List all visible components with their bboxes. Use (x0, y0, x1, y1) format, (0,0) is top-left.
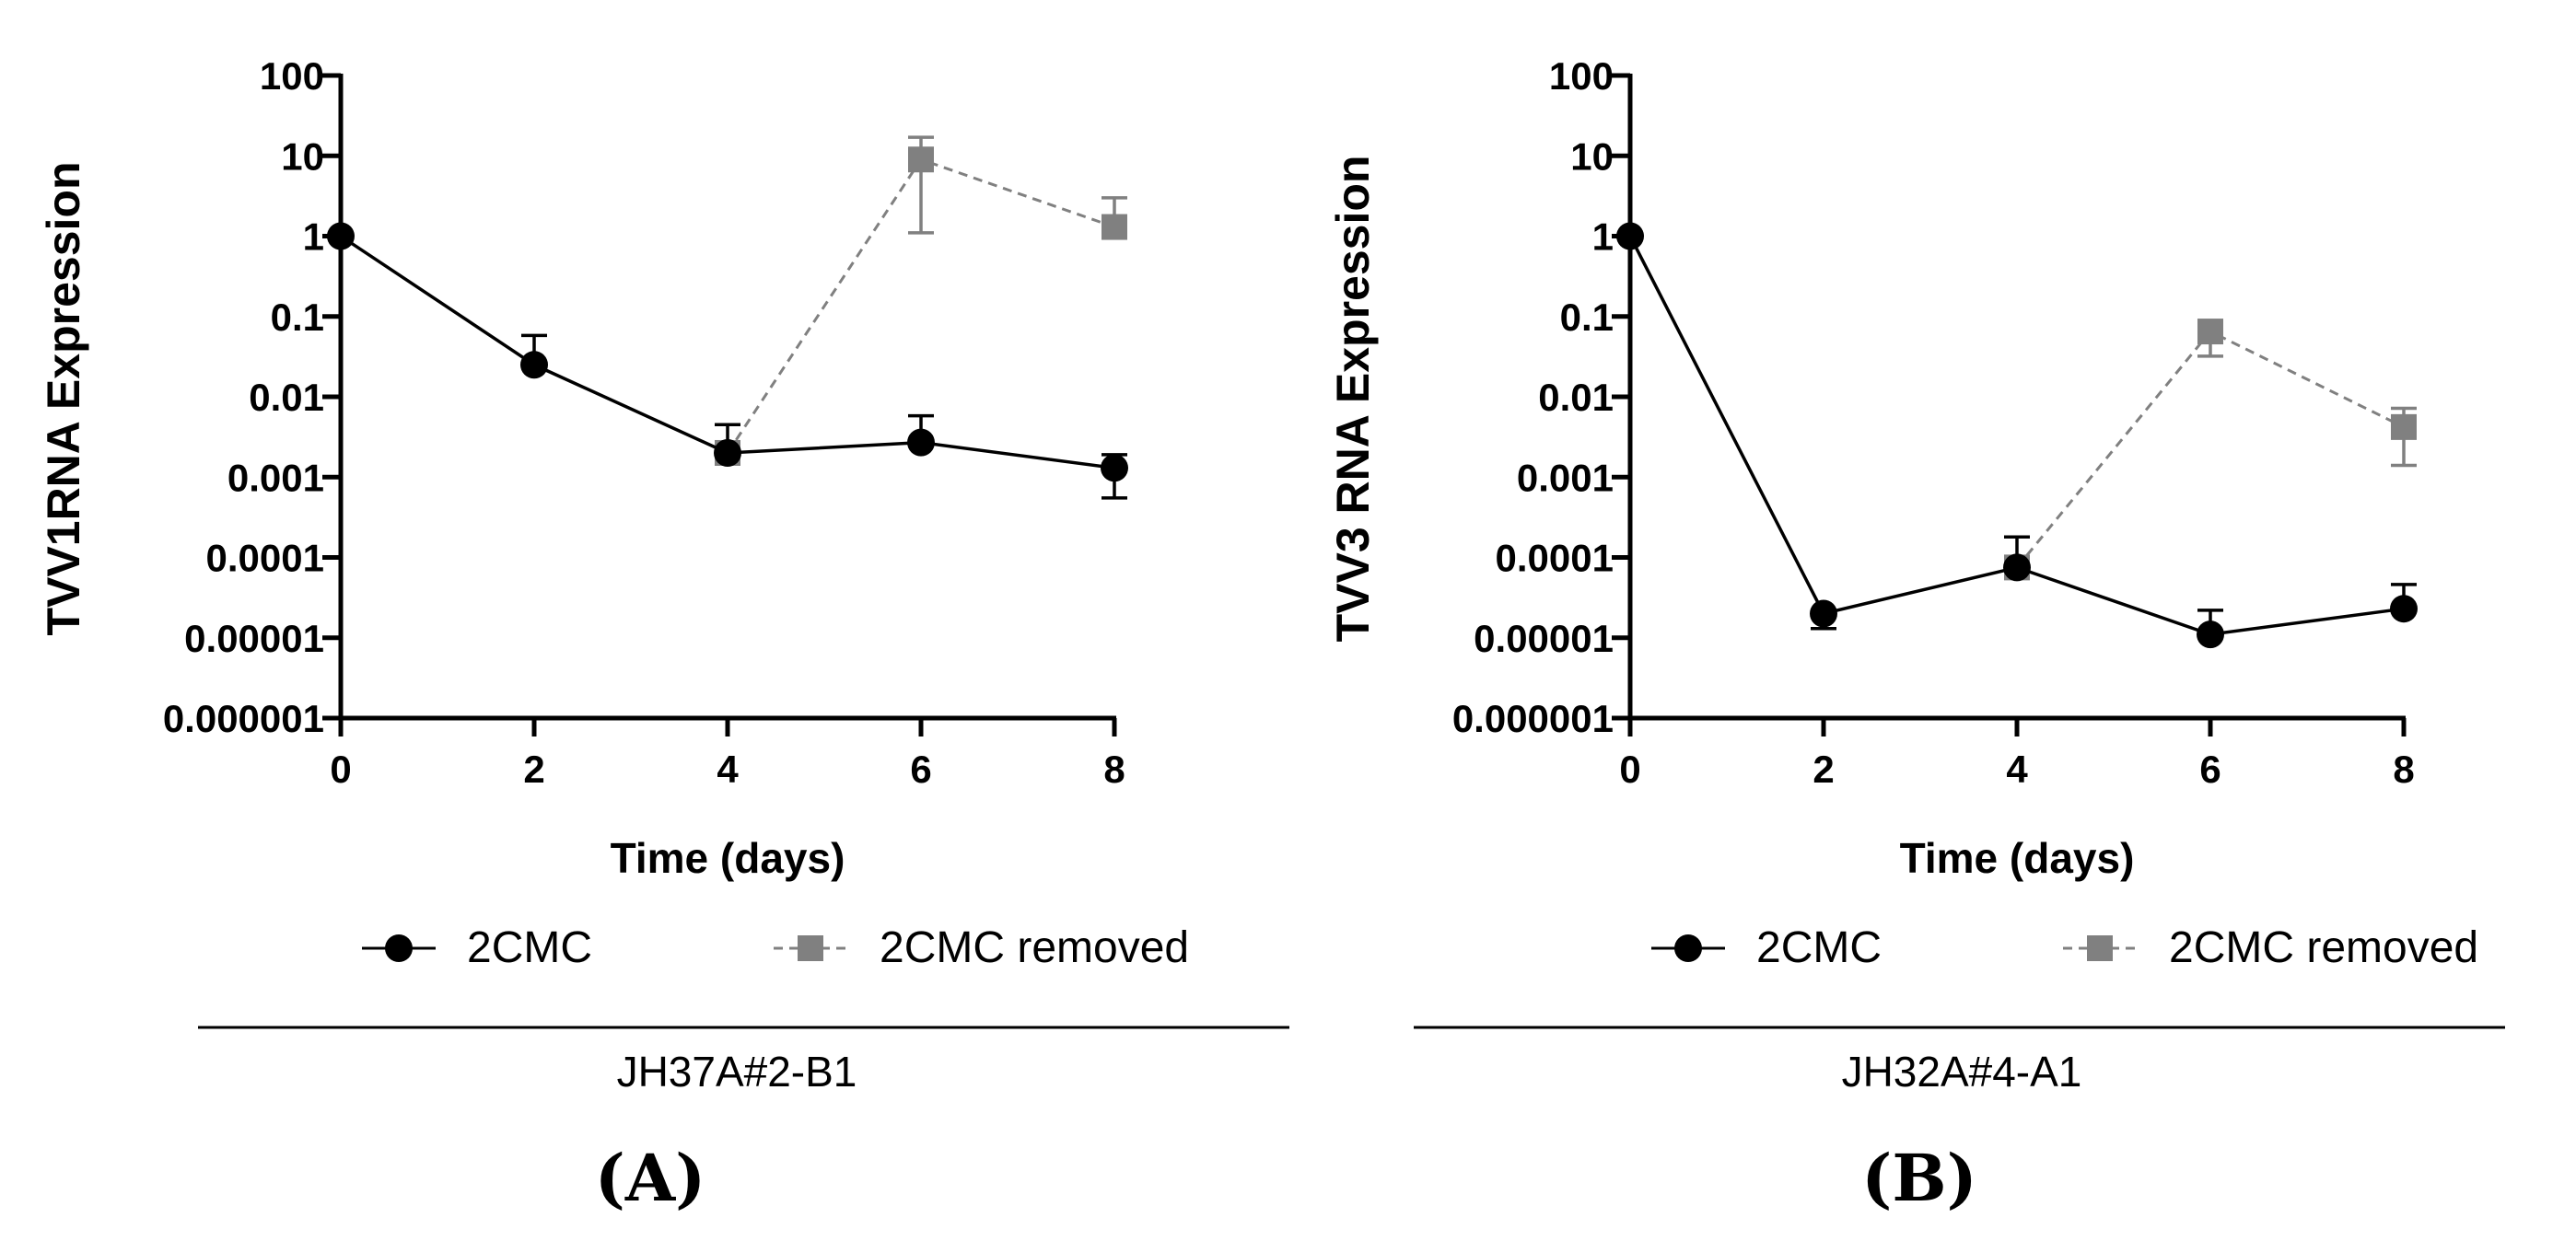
panel-b-label: (B) (1861, 1140, 1976, 1216)
panel-b-legend-2cmc-removed-marker (2087, 935, 2113, 961)
panel-a-legend-2cmc-removed-marker (798, 935, 823, 961)
panel-a-y-tick-label: 1 (303, 215, 324, 259)
panel-b-data-point-2cmc (2003, 553, 2031, 582)
panel-b-y-tick-label: 100 (1549, 54, 1614, 98)
panel-b-data-point-2cmc-removed (2391, 413, 2417, 440)
panel-a-y-tick-label: 0.1 (271, 296, 324, 339)
panel-a-y-tick-label: 0.000001 (163, 697, 324, 740)
panel-a-x-axis-title: Time (days) (611, 834, 845, 882)
panel-b-axes: 100 10 1 0.1 0.01 0.001 0.0001 0.00001 0.0000010… (1452, 54, 2415, 791)
panel-b-y-tick-label: 0.0001 (1496, 537, 1614, 580)
panel-b-x-tick-label: 0 (1619, 748, 1640, 791)
panel-a-cell-line-label: JH37A#2-B1 (617, 1048, 857, 1096)
panel-b-x-tick-label: 4 (2006, 748, 2028, 791)
panel-b-series-line-2cmc-removed (2015, 330, 2405, 569)
panel-b-cell-line-label: JH32A#4-A1 (1842, 1048, 2082, 1096)
panel-b-x-tick-label: 2 (1813, 748, 1834, 791)
panel-b-data-point-2cmc (2197, 620, 2224, 649)
panel-b-legend-item-2cmc-removed: 2CMC removed (2063, 923, 2478, 972)
panel-b-x-axis-title: Time (days) (1900, 834, 2135, 882)
panel-b: 100 10 1 0.1 0.01 0.001 0.0001 0.00001 0.0000010… (1327, 54, 2505, 1216)
panel-b-y-axis-title: TVV3 RNA Expression (1327, 156, 1379, 643)
panel-a-legend-2cmc-label: 2CMC (467, 923, 592, 972)
panel-b-data-point-2cmc (2390, 595, 2418, 623)
panel-b-y-tick-label: 0.1 (1560, 296, 1614, 339)
panel-a-data-point-2cmc (907, 428, 935, 457)
panel-b-legend: 2CMC 2CMC removed (1651, 923, 2478, 972)
panel-a-label: (A) (595, 1140, 706, 1216)
panel-a: 100 10 1 0.1 0.01 0.001 0.0001 0.00001 0.0000010… (38, 54, 1289, 1216)
panel-b-data-point-2cmc (1810, 599, 1837, 628)
panel-a-x-tick-label: 2 (523, 748, 544, 791)
panel-b-data-point-2cmc (1616, 222, 1644, 250)
panel-b-legend-item-2cmc: 2CMC (1651, 923, 1882, 972)
panel-a-x-tick-label: 0 (330, 748, 351, 791)
panel-b-y-tick-label: 0.000001 (1452, 697, 1614, 740)
panel-a-x-tick-label: 6 (910, 748, 931, 791)
panel-b-y-tick-label: 0.001 (1517, 456, 1614, 499)
panel-a-data-point-2cmc (327, 222, 355, 250)
panel-a-legend-item-2cmc: 2CMC (362, 923, 592, 972)
panel-b-data-point-2cmc-removed (2197, 319, 2223, 345)
panel-a-legend-2cmc-removed-label: 2CMC removed (880, 923, 1189, 972)
panel-a-y-axis-title: TVV1RNA Expression (38, 162, 89, 636)
panel-a-legend-2cmc-marker (385, 934, 413, 962)
panel-a-data-point-2cmc (520, 351, 548, 379)
panel-a-data-point-2cmc (1101, 454, 1128, 482)
panel-a-x-tick-label: 4 (717, 748, 739, 791)
panel-b-y-tick-label: 0.01 (1538, 376, 1614, 419)
panel-a-marks (327, 135, 1128, 500)
panel-a-y-tick-label: 0.0001 (206, 537, 324, 580)
panel-b-legend-2cmc-label: 2CMC (1756, 923, 1882, 972)
panel-a-y-tick-label: 0.01 (249, 376, 324, 419)
panel-b-x-tick-label: 6 (2199, 748, 2220, 791)
panel-a-legend-item-2cmc-removed: 2CMC removed (774, 923, 1189, 972)
panel-b-y-tick-label: 10 (1570, 134, 1614, 178)
panel-a-data-point-2cmc-removed (908, 146, 934, 173)
panel-b-legend-2cmc-removed-label: 2CMC removed (2169, 923, 2478, 972)
panel-a-y-tick-label: 0.00001 (184, 617, 324, 660)
panel-b-y-tick-label: 0.00001 (1474, 617, 1614, 660)
panel-a-y-tick-label: 0.001 (227, 456, 324, 499)
panel-a-data-point-2cmc-removed (1102, 214, 1127, 240)
panel-b-y-tick-label: 1 (1592, 215, 1614, 259)
panel-a-axes: 100 10 1 0.1 0.01 0.001 0.0001 0.00001 0.0000010… (163, 54, 1125, 791)
panel-b-x-tick-label: 8 (2393, 748, 2414, 791)
panel-b-marks (1616, 222, 2418, 649)
panel-a-legend: 2CMC 2CMC removed (362, 923, 1189, 972)
panel-b-legend-2cmc-marker (1674, 934, 1702, 962)
panel-a-data-point-2cmc (714, 438, 741, 467)
panel-a-x-tick-label: 8 (1103, 748, 1125, 791)
panel-a-y-tick-label: 10 (281, 134, 324, 178)
panel-a-y-tick-label: 100 (260, 54, 324, 98)
